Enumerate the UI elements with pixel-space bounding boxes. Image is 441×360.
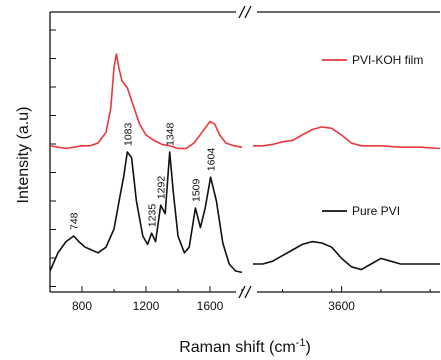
axis-break-mark xyxy=(244,5,252,19)
x-tick-label: 800 xyxy=(72,299,92,313)
axis-break-mark xyxy=(238,5,246,19)
peak-label: 1083 xyxy=(122,122,134,146)
peak-label: 1348 xyxy=(165,122,177,146)
legend-label: PVI-KOH film xyxy=(352,53,423,67)
series-line-pure-pvi-segment-2 xyxy=(253,240,440,271)
x-tick-label: 1200 xyxy=(133,299,160,313)
series-line-pvi-koh-segment-1 xyxy=(49,53,243,150)
series-layer xyxy=(49,53,441,274)
series-line-pure-pvi-segment-1 xyxy=(49,151,243,274)
legend-label: Pure PVI xyxy=(352,204,400,218)
axes: 800 1200 1600 3600 xyxy=(49,5,440,313)
x-tick-label: 1600 xyxy=(197,299,224,313)
y-axis-title: Intensity (a.u) xyxy=(15,107,32,204)
peak-label: 1604 xyxy=(206,148,218,172)
peak-label: 1235 xyxy=(147,204,159,228)
peak-label: 1292 xyxy=(156,176,168,200)
peak-label: 748 xyxy=(69,212,81,230)
x-axis-title: Raman shift (cm-1) xyxy=(179,337,311,356)
series-line-pvi-koh-segment-2 xyxy=(253,126,441,150)
x-tick-label: 3600 xyxy=(328,299,355,313)
peak-label-layer: 748 1083 1235 1292 1348 1509 1604 xyxy=(69,122,218,230)
peak-label: 1509 xyxy=(190,178,202,202)
legend: PVI-KOH film Pure PVI xyxy=(322,53,423,218)
axis-break-mark xyxy=(244,285,252,299)
